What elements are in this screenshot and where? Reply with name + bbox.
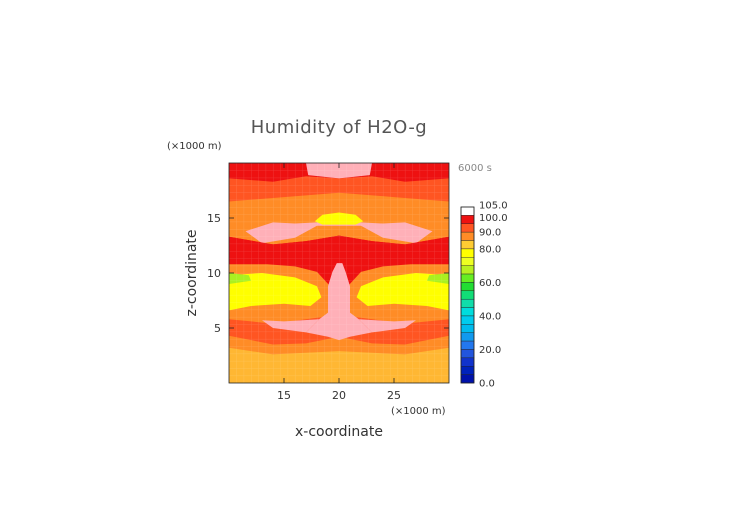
colorbar-band-0 (460, 206, 475, 216)
colorbar-label: 90.0 (479, 228, 501, 239)
colorbar-band-5 (460, 248, 475, 258)
colorbar-label: 80.0 (479, 244, 501, 255)
y-tick-label: 10 (207, 267, 221, 280)
colorbar-frame (460, 206, 475, 384)
colorbar-band-12 (460, 307, 475, 317)
colorbar-band-17 (460, 349, 475, 359)
x-unit-label: (×1000 m) (391, 406, 446, 417)
colorbar-band-19 (460, 366, 475, 375)
x-axis-label: x-coordinate (295, 424, 383, 440)
colorbar-band-9 (460, 282, 475, 292)
x-tick-label: 25 (387, 389, 401, 402)
colorbar-label: 20.0 (479, 345, 501, 356)
x-tick-label: 20 (332, 389, 346, 402)
y-unit-label: (×1000 m) (167, 141, 222, 152)
chart-title: Humidity of H2O-g (251, 117, 428, 138)
colorbar-label: 40.0 (479, 311, 501, 322)
colorbar-band-7 (460, 265, 475, 275)
y-axis-ticks: 5 10 15 (207, 212, 449, 335)
colorbar-label: 100.0 (479, 213, 508, 224)
colorbar (460, 206, 475, 384)
colorbar-label: 105.0 (479, 201, 508, 212)
colorbar-band-15 (460, 332, 475, 342)
time-label: 6000 s (458, 163, 492, 174)
colorbar-band-1 (460, 215, 475, 224)
colorbar-band-20 (460, 374, 475, 384)
colorbar-band-14 (460, 324, 475, 333)
colorbar-band-6 (460, 257, 475, 266)
x-axis-ticks: 15 20 25 (277, 163, 401, 402)
colorbar-band-13 (460, 315, 475, 325)
colorbar-label: 0.0 (479, 379, 495, 390)
colorbar-label: 60.0 (479, 278, 501, 289)
y-tick-label: 15 (207, 212, 221, 225)
y-tick-label: 5 (214, 322, 221, 335)
colorbar-band-3 (460, 231, 475, 241)
colorbar-band-10 (460, 290, 475, 300)
y-axis-label: z-coordinate (184, 229, 200, 316)
cell-grid-overlay (229, 163, 449, 383)
x-tick-label: 15 (277, 389, 291, 402)
colorbar-band-18 (460, 357, 475, 367)
colorbar-band-4 (460, 240, 475, 250)
colorbar-band-2 (460, 223, 475, 233)
colorbar-band-11 (460, 298, 475, 308)
colorbar-band-8 (460, 273, 475, 283)
colorbar-band-16 (460, 340, 475, 350)
